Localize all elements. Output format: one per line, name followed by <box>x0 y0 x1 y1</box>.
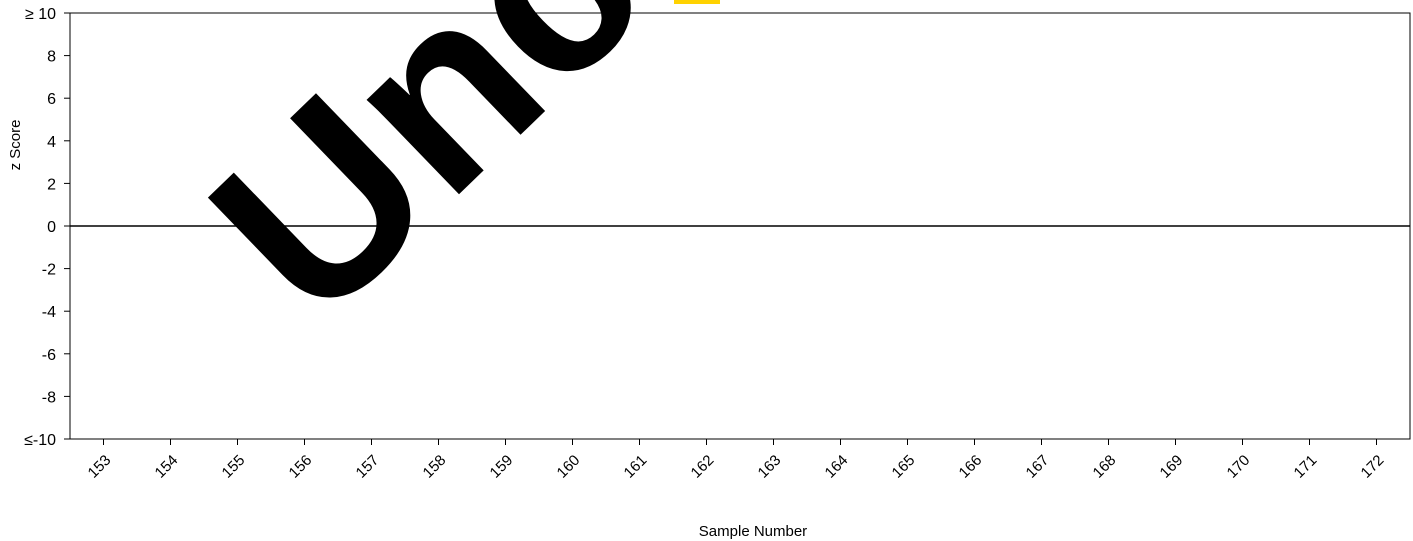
x-tick-label: 160 <box>554 452 584 482</box>
x-tick-label: 164 <box>822 452 852 482</box>
y-tick-label: -2 <box>42 262 56 279</box>
y-tick-label: -6 <box>42 347 56 364</box>
y-axis-title: z Score <box>7 120 24 171</box>
x-tick-label: 167 <box>1023 452 1053 482</box>
x-tick-label: 153 <box>85 452 115 482</box>
y-tick-label: -8 <box>42 389 56 406</box>
x-axis-title: Sample Number <box>699 523 807 540</box>
x-tick-label: 166 <box>956 452 986 482</box>
y-tick-label: ≥ 10 <box>25 6 56 23</box>
x-tick-label: 162 <box>688 452 718 482</box>
x-tick-label: 154 <box>152 452 182 482</box>
x-tick-label: 158 <box>420 452 450 482</box>
y-tick-label: -4 <box>42 304 56 321</box>
x-tick-label: 155 <box>219 452 249 482</box>
x-tick-label: 172 <box>1358 452 1388 482</box>
yellow-marker <box>674 0 720 4</box>
y-tick-label: 4 <box>47 134 56 151</box>
y-tick-label: 2 <box>47 176 56 193</box>
x-tick-label: 157 <box>353 452 383 482</box>
x-tick-label: 161 <box>621 452 651 482</box>
x-tick-label: 171 <box>1291 452 1321 482</box>
x-tick-label: 168 <box>1090 452 1120 482</box>
x-tick-label: 165 <box>889 452 919 482</box>
x-tick-label: 170 <box>1224 452 1254 482</box>
y-tick-label: 6 <box>47 91 56 108</box>
y-tick-label: ≤-10 <box>24 432 56 449</box>
x-tick-label: 163 <box>755 452 785 482</box>
x-tick-label: 156 <box>286 452 316 482</box>
y-tick-label: 8 <box>47 49 56 66</box>
y-tick-label: 0 <box>47 219 56 236</box>
x-tick-label: 159 <box>487 452 517 482</box>
x-tick-label: 169 <box>1157 452 1187 482</box>
